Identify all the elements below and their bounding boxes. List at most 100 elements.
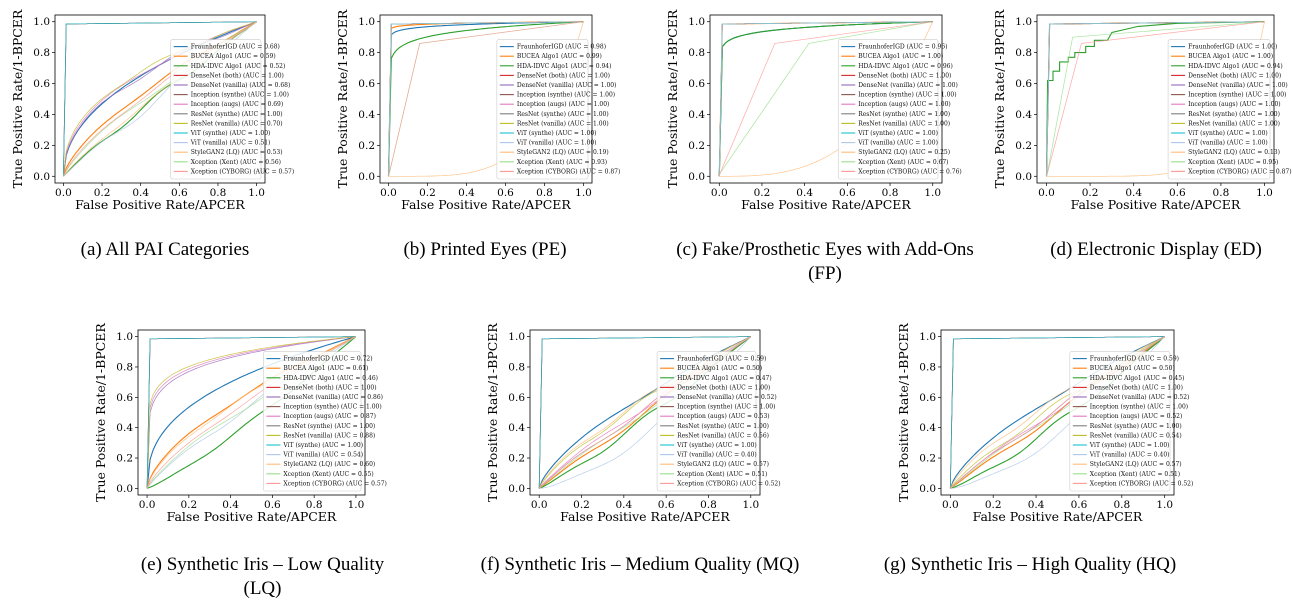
roc-curve-14: [388, 21, 584, 177]
x-tick-label: 1.0: [1256, 187, 1273, 199]
legend-entry: ResNet (vanilla) (AUC = 0.88): [283, 432, 375, 439]
y-axis-label: True Positive Rate/1-BPCER: [93, 323, 108, 502]
plot-frame: [379, 14, 593, 184]
y-tick-label: 0.2: [508, 453, 525, 465]
roc-curve-6: [146, 336, 356, 489]
roc-curve-7: [718, 21, 933, 177]
legend-entry: ResNet (synthe) (AUC = 1.00): [677, 423, 769, 430]
roc-curve-13: [63, 21, 257, 177]
y-axis-label: True Positive Rate/1-BPCER: [896, 323, 911, 502]
roc-curve-9: [388, 21, 584, 177]
legend-entry: DenseNet (both) (AUC = 1.00): [677, 384, 770, 391]
legend-entry: DenseNet (vanilla) (AUC = 0.52): [677, 394, 777, 401]
legend: FraunhoferIGD (AUC = 0.72) BUCEA Algo1 (A…: [263, 351, 387, 492]
legend-entry: BUCEA Algo1 (AUC = 0.99): [517, 53, 602, 60]
roc-curve-7: [146, 336, 356, 489]
legend-entry: BUCEA Algo1 (AUC = 1.00): [858, 53, 943, 60]
roc-curve-2: [146, 336, 357, 489]
legend-entry: ViT (vanilla) (AUC = 0.51): [190, 140, 271, 147]
roc-curve-1: [146, 336, 357, 489]
legend-entry: FraunhoferIGD (AUC = 1.00): [1188, 44, 1277, 51]
plot-frame: [54, 14, 266, 184]
legend-entry: ViT (synthe) (AUC = 1.00): [190, 130, 271, 137]
legend-entry: BUCEA Algo1 (AUC = 0.61): [283, 365, 368, 372]
legend-entry: DenseNet (vanilla) (AUC = 1.00): [517, 82, 617, 89]
y-tick-label: 1.0: [1015, 16, 1032, 28]
caption-b: (b) Printed Eyes (PE): [403, 239, 567, 260]
roc-curve-11: [1046, 21, 1265, 177]
y-axis-label: True Positive Rate/1-BPCER: [992, 9, 1007, 188]
x-tick-label: 1.0: [924, 187, 941, 199]
legend-entry: StyleGAN2 (LQ) (AUC = 0.53): [191, 149, 283, 156]
y-axis-label: True Positive Rate/1-BPCER: [335, 9, 350, 188]
legend-entry: ResNet (synthe) (AUC = 1.00): [283, 423, 375, 430]
roc-curve-14: [1046, 21, 1265, 177]
legend-entry: Xception (Xent) (AUC = 0.67): [858, 159, 948, 166]
legend: FraunhoferIGD (AUC = 0.59) BUCEA Algo1 (A…: [1069, 351, 1194, 492]
legend-entry: ResNet (synthe) (AUC = 1.00): [858, 111, 950, 118]
roc-curve-8: [1046, 21, 1265, 177]
legend-entry: Xception (Xent) (AUC = 0.56): [191, 159, 281, 166]
x-tick-label: 0.8: [700, 499, 717, 511]
x-axis-label: False Positive Rate/APCER: [741, 197, 911, 212]
roc-curve-10: [949, 336, 1165, 489]
x-tick-label: 0.6: [1169, 187, 1186, 199]
roc-curve-1: [1045, 21, 1265, 177]
legend-entry: Inception (augs) (AUC = 0.52): [1090, 413, 1183, 420]
roc-curve-5: [718, 21, 933, 177]
legend-entry: BUCEA Algo1 (AUC = 1.00): [1188, 53, 1273, 60]
x-tick-label: 0.2: [1082, 187, 1099, 199]
x-tick-label: 1.0: [248, 187, 265, 199]
roc-curve-8: [388, 21, 584, 177]
caption-e: (e) Synthetic Iris – Low Quality (LQ): [140, 554, 385, 599]
roc-curve-3: [146, 336, 357, 489]
roc-curve-1: [538, 336, 752, 489]
legend-entry: Xception (Xent) (AUC = 0.93): [517, 159, 607, 166]
x-tick-label: 0.4: [615, 499, 632, 511]
legend-entry: ViT (synthe) (AUC = 1.00): [1187, 130, 1268, 137]
legend-entry: Inception (augs) (AUC = 0.69): [191, 101, 284, 108]
legend-entry: Xception (CYBORG) (AUC = 0.52): [1090, 480, 1194, 487]
plot-frame: [709, 14, 943, 184]
roc-curve-3: [718, 21, 933, 177]
legend-entry: DenseNet (both) (AUC = 1.00): [858, 72, 951, 79]
y-tick-label: 0.4: [508, 422, 525, 434]
caption-a: (a) All PAI Categories: [80, 239, 250, 260]
legend-box: [1167, 39, 1271, 180]
roc-curve-2: [949, 336, 1166, 489]
roc-curve-4: [538, 336, 751, 489]
roc-curve-11: [63, 21, 257, 177]
x-axis-label: False Positive Rate/APCER: [75, 197, 245, 212]
roc-curve-14: [146, 336, 357, 489]
roc-curve-13: [950, 336, 1165, 489]
legend-entry: DenseNet (vanilla) (AUC = 1.00): [1188, 82, 1288, 89]
y-tick-label: 0.0: [1015, 171, 1032, 183]
y-tick-label: 0.6: [1015, 78, 1032, 90]
roc-curve-13: [1046, 21, 1265, 177]
legend-entry: Inception (synthe) (AUC = 1.00): [517, 92, 615, 99]
legend-entry: ResNet (synthe) (AUC = 1.00): [517, 111, 609, 118]
legend-box: [837, 39, 939, 180]
legend-entry: Xception (CYBORG) (AUC = 0.57): [191, 168, 295, 175]
legend: FraunhoferIGD (AUC = 0.98) BUCEA Algo1 (A…: [496, 39, 620, 180]
roc-curve-8: [949, 336, 1165, 489]
y-tick-label: 0.0: [688, 171, 705, 183]
legend-entry: HDA-IDVC Algo1 (AUC = 0.96): [858, 63, 953, 70]
roc-curve-13: [718, 21, 933, 177]
legend-entry: Inception (synthe) (AUC = 1.00): [1188, 92, 1286, 99]
roc-curve-4: [949, 336, 1165, 489]
y-tick-label: 0.6: [688, 78, 705, 90]
legend-entry: ResNet (vanilla) (AUC = 0.70): [191, 120, 283, 127]
legend-entry: Inception (synthe) (AUC = 1.00): [283, 404, 381, 411]
legend-entry: ResNet (vanilla) (AUC = 1.00): [517, 120, 609, 127]
roc-curve-4: [146, 336, 356, 489]
legend-entry: HDA-IDVC Algo1 (AUC = 0.52): [191, 63, 286, 70]
legend-entry: ViT (vanilla) (AUC = 1.00): [516, 140, 597, 147]
x-tick-label: 0.0: [942, 499, 959, 511]
